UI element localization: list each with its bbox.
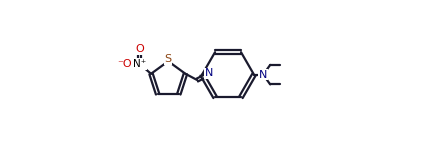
Text: N⁺: N⁺ bbox=[133, 59, 146, 69]
Text: ⁻O: ⁻O bbox=[118, 59, 132, 69]
Text: O: O bbox=[135, 44, 144, 54]
Text: N: N bbox=[205, 68, 213, 78]
Text: S: S bbox=[165, 54, 172, 64]
Text: N: N bbox=[259, 70, 267, 80]
